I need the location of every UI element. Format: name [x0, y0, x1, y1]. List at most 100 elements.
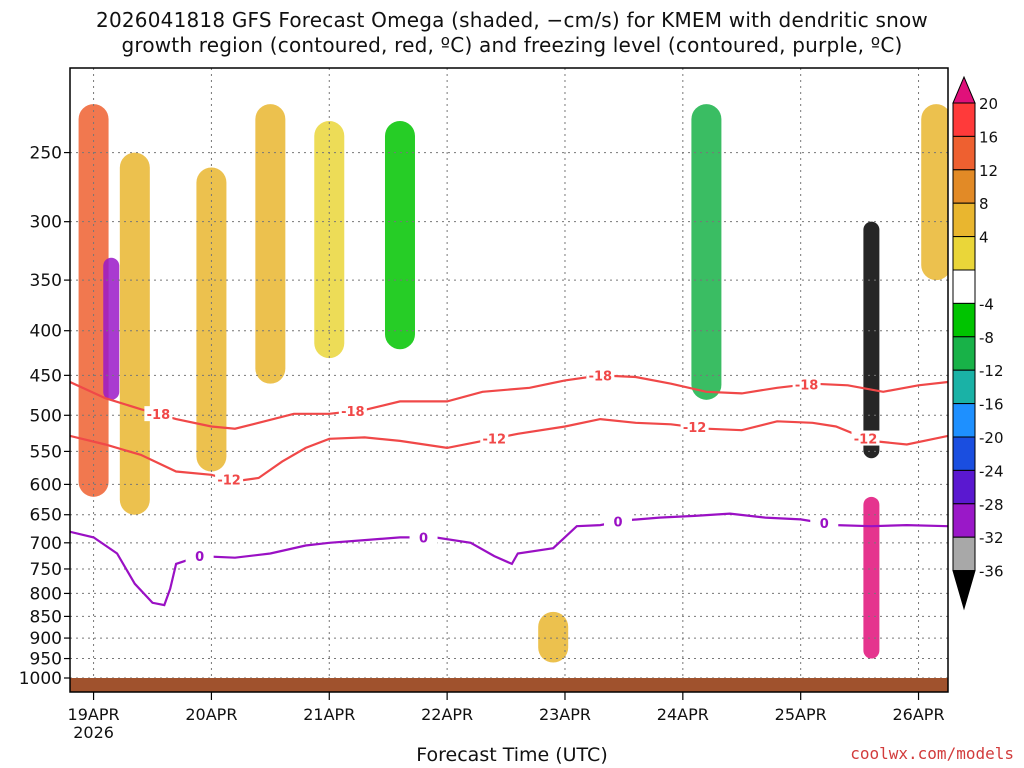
colorbar-label--8: -8 — [979, 329, 994, 347]
y-tick-label-450: 450 — [30, 366, 62, 386]
x-year-label: 2026 — [73, 723, 114, 742]
omega-shading — [78, 104, 948, 663]
contour-label-bg — [215, 471, 244, 487]
y-tick-label-400: 400 — [30, 322, 62, 342]
contour-label-0-0: 0 — [195, 550, 204, 565]
chart-title-line-2: growth region (contoured, red, ºC) and f… — [121, 33, 903, 57]
y-tick-label-1000: 1000 — [19, 669, 62, 689]
contour-label-0-3: 0 — [820, 517, 829, 532]
colorbar-bin-<-36 — [952, 570, 976, 611]
omega-region-2 — [119, 152, 150, 515]
y-tick-label-700: 700 — [30, 534, 62, 554]
colorbar-bin-16..20 — [952, 102, 976, 137]
y-tick-label-550: 550 — [30, 442, 62, 462]
contour-label-bg — [409, 529, 438, 545]
y-tick-label-250: 250 — [30, 144, 62, 164]
y-tick-label-850: 850 — [30, 607, 62, 627]
y-tick-label-650: 650 — [30, 506, 62, 526]
colorbar-label--32: -32 — [979, 529, 1004, 547]
colorbar-bin--12..-8 — [952, 336, 976, 371]
colorbar-bin-8..12 — [952, 169, 976, 204]
colorbar-bin--32..-28 — [952, 503, 976, 538]
plot-frame — [69, 67, 949, 693]
contour-label--12-1: -12 — [483, 433, 507, 448]
colorbar-bin--36..-32 — [952, 536, 976, 572]
grid-lines — [70, 68, 948, 679]
x-tick-label-22APR: 22APR — [421, 705, 473, 724]
contour-lines: -18 -18 -18 -18 -12 -12 -12 -12 0 0 0 0 — [70, 367, 948, 607]
colorbar-bin-0..4 — [952, 236, 976, 271]
contour-label--18-3: -18 — [795, 378, 819, 393]
y-tick-label-900: 900 — [30, 629, 62, 649]
colorbar-label-8: 8 — [979, 195, 989, 213]
colorbar-label--28: -28 — [979, 496, 1004, 514]
colorbar-label--20: -20 — [979, 429, 1004, 447]
contour-label-bg — [604, 513, 633, 529]
colorbar: 20 16 12 8 4 -4 -8 -12 -16 -20 -24 -28 -32 -36 — [952, 75, 1004, 611]
omega-region-0 — [78, 104, 109, 497]
omega-region-1 — [103, 257, 120, 400]
source-credit: coolwx.com/models — [850, 744, 1014, 763]
x-tick-label-25APR: 25APR — [775, 705, 827, 724]
y-tick-label-600: 600 — [30, 475, 62, 495]
y-tick-label-750: 750 — [30, 560, 62, 580]
omega-region-9 — [863, 221, 880, 459]
contour-label-0-2: 0 — [613, 516, 622, 531]
colorbar-label-12: 12 — [979, 162, 998, 180]
contour-label-bg — [810, 515, 839, 531]
x-axis: 19APR 20APR 21APR 22APR 23APR 24APR 25APR 26APR… — [68, 692, 945, 742]
colorbar-label--16: -16 — [979, 396, 1004, 414]
contour-line-0 — [70, 512, 948, 607]
colorbar-label-4: 4 — [979, 229, 989, 247]
colorbar-bin->20 — [952, 75, 976, 104]
x-tick-label-21APR: 21APR — [303, 705, 355, 724]
colorbar-label--12: -12 — [979, 362, 1004, 380]
y-axis: 2503003504004505005506006507007508008509… — [19, 144, 70, 689]
y-tick-label-300: 300 — [30, 213, 62, 233]
contour-label-bg — [680, 419, 709, 435]
contour-label-0-1: 0 — [419, 531, 428, 546]
y-tick-label-950: 950 — [30, 650, 62, 670]
omega-region-8 — [691, 104, 722, 400]
contour-label-bg — [338, 403, 367, 419]
colorbar-label-20: 20 — [979, 95, 998, 113]
x-tick-label-26APR: 26APR — [892, 705, 944, 724]
colorbar-bin--20..-16 — [952, 403, 976, 438]
omega-region-5 — [314, 120, 345, 359]
contour-label-bg — [851, 430, 880, 446]
omega-region-4 — [255, 104, 286, 384]
contour-label-bg — [480, 430, 509, 446]
colorbar-bin--4..4 — [952, 269, 976, 304]
omega-region-11 — [921, 104, 948, 281]
y-tick-label-800: 800 — [30, 584, 62, 604]
colorbar-label--24: -24 — [979, 462, 1004, 480]
ground-strip — [70, 678, 948, 692]
x-tick-label-19APR: 19APR — [68, 705, 120, 724]
colorbar-bin-4..8 — [952, 202, 976, 238]
x-tick-label-20APR: 20APR — [185, 705, 237, 724]
contour-label-bg — [185, 548, 214, 564]
contour-label--12-3: -12 — [854, 433, 878, 448]
contour-label-bg — [586, 367, 615, 383]
contour-label--18-2: -18 — [589, 369, 613, 384]
colorbar-bin--8..-4 — [952, 302, 976, 338]
omega-region-7 — [538, 611, 569, 663]
omega-region-3 — [196, 167, 227, 472]
contour-label--18-1: -18 — [341, 405, 365, 420]
x-tick-label-24APR: 24APR — [657, 705, 709, 724]
contour-label--18-0: -18 — [147, 408, 171, 423]
contour-label--12-2: -12 — [683, 421, 707, 436]
y-tick-label-500: 500 — [30, 406, 62, 426]
colorbar-bin--24..-20 — [952, 436, 976, 471]
colorbar-label-16: 16 — [979, 128, 998, 146]
colorbar-bin--28..-24 — [952, 469, 976, 505]
colorbar-label--4: -4 — [979, 295, 994, 313]
colorbar-bin-12..16 — [952, 135, 976, 171]
omega-region-6 — [384, 120, 415, 350]
chart-title-line-1: 2026041818 GFS Forecast Omega (shaded, −… — [96, 8, 928, 32]
contour-label--12-0: -12 — [217, 474, 241, 489]
x-tick-label-23APR: 23APR — [539, 705, 591, 724]
omega-region-10 — [863, 496, 880, 659]
contour-label-bg — [144, 406, 173, 422]
